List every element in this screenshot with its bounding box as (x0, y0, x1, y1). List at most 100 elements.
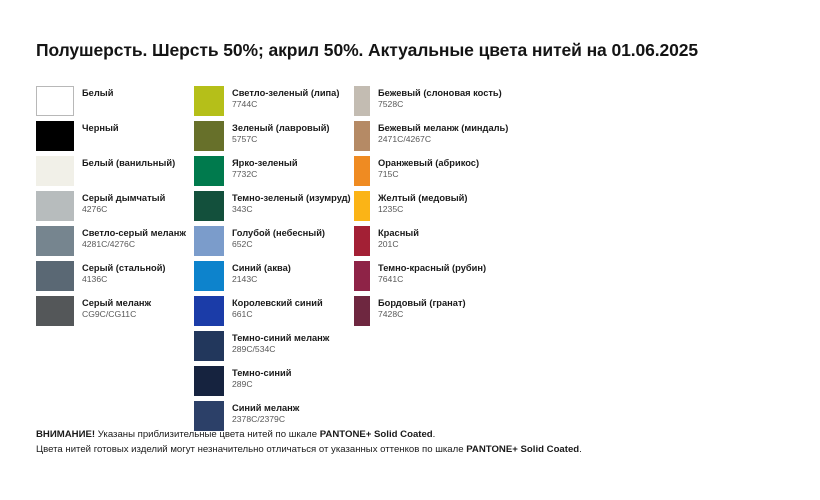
color-swatch (354, 261, 370, 291)
swatch-row: Белый (36, 86, 196, 121)
swatch-pantone-code: 201C (378, 238, 399, 249)
footer-line-1-text: Указаны приблизительные цвета нитей по ш… (95, 429, 320, 440)
swatch-labels: Бежевый (слоновая кость) 7528C (370, 86, 502, 110)
footer-line-2-end: . (579, 443, 582, 455)
swatch-labels: Серый (стальной) 4136C (74, 261, 166, 285)
swatch-labels: Королевский синий 661C (224, 296, 323, 320)
color-swatch (354, 121, 370, 151)
swatch-name: Белый (82, 88, 114, 98)
swatch-pantone-code: 5757C (232, 133, 258, 144)
swatch-labels: Ярко-зеленый 7732C (224, 156, 298, 180)
swatch-name: Бежевый меланж (миндаль) (378, 123, 509, 133)
swatch-labels: Серый дымчатый 4276C (74, 191, 165, 215)
swatch-name: Ярко-зеленый (232, 158, 298, 168)
swatch-name: Серый меланж (82, 298, 152, 308)
swatch-pantone-code: 7528C (378, 98, 404, 109)
swatch-name: Бежевый (слоновая кость) (378, 88, 502, 98)
footer-line-1-end: . (432, 429, 436, 440)
swatch-name: Синий (аква) (232, 263, 291, 273)
swatch-name: Светло-серый меланж (82, 228, 186, 238)
color-swatch (354, 86, 370, 116)
swatch-labels: Темно-синий меланж 289C/534C (224, 331, 329, 355)
swatch-labels: Оранжевый (абрикос) 715C (370, 156, 479, 180)
swatch-labels: Бордовый (гранат) 7428C (370, 296, 466, 320)
swatch-row: Белый (ванильный) (36, 156, 196, 191)
swatch-pantone-code: 2378C/2379C (232, 413, 286, 424)
swatch-name: Оранжевый (абрикос) (378, 158, 480, 168)
swatch-row: Черный (36, 121, 196, 156)
color-swatch (194, 86, 224, 116)
swatch-pantone-code: 4276C (82, 203, 108, 214)
swatch-pantone-code: 289C (232, 378, 253, 389)
swatch-name: Темно-зеленый (изумруд) (232, 193, 351, 203)
footer-brand-1: PANTONE+ Solid Coated (319, 429, 433, 440)
swatch-labels: Белый (ванильный) (74, 156, 175, 169)
footer-line-1: ВНИМАНИЕ! Указаны приблизительные цвета … (36, 428, 796, 443)
swatch-row: Светло-зеленый (липа) 7744C (194, 86, 354, 121)
swatch-name: Бордовый (гранат) (378, 298, 466, 308)
color-swatch (194, 366, 224, 396)
swatch-pantone-code: 4136C (82, 273, 108, 284)
color-swatch (194, 121, 224, 151)
color-swatch (354, 296, 370, 326)
swatch-name: Зеленый (лавровый) (232, 123, 330, 133)
swatch-labels: Синий (аква) 2143C (224, 261, 291, 285)
swatch-name: Черный (82, 123, 119, 133)
swatch-labels: Красный 201C (370, 226, 419, 250)
swatch-name: Красный (378, 228, 419, 238)
swatch-pantone-code: 7744C (232, 98, 258, 109)
swatch-pantone-code: 2143C (232, 273, 258, 284)
swatch-row: Ярко-зеленый 7732C (194, 156, 354, 191)
color-swatch (354, 226, 370, 256)
swatch-row: Серый (стальной) 4136C (36, 261, 196, 296)
swatch-row: Голубой (небесный) 652C (194, 226, 354, 261)
swatch-name: Королевский синий (232, 298, 323, 308)
swatch-labels: Темно-зеленый (изумруд) 343C (224, 191, 351, 215)
swatch-pantone-code: 652C (232, 238, 253, 249)
swatch-name: Серый дымчатый (82, 193, 166, 203)
swatch-row: Красный 201C (354, 226, 534, 261)
swatch-name: Серый (стальной) (82, 263, 166, 273)
swatch-row: Бежевый (слоновая кость) 7528C (354, 86, 534, 121)
swatch-pantone-code: 7428C (378, 308, 404, 319)
swatch-row: Темно-красный (рубин) 7641C (354, 261, 534, 296)
swatch-name: Светло-зеленый (липа) (232, 88, 340, 98)
swatch-row: Желтый (медовый) 1235C (354, 191, 534, 226)
swatch-labels: Светло-серый меланж 4281C/4276C (74, 226, 186, 250)
swatch-pantone-code: 2471C/4267C (378, 133, 432, 144)
swatch-labels: Синий меланж 2378C/2379C (224, 401, 299, 425)
swatch-row: Бежевый меланж (миндаль) 2471C/4267C (354, 121, 534, 156)
swatch-pantone-code: 1235C (378, 203, 404, 214)
swatch-row: Бордовый (гранат) 7428C (354, 296, 534, 331)
color-swatch (36, 121, 74, 151)
swatch-row: Оранжевый (абрикос) 715C (354, 156, 534, 191)
color-swatch (354, 191, 370, 221)
swatch-labels: Зеленый (лавровый) 5757C (224, 121, 330, 145)
swatch-name: Белый (ванильный) (82, 158, 176, 168)
footer-line-2-text: Цвета нитей готовых изделий могут незнач… (36, 443, 467, 455)
swatch-labels: Белый (74, 86, 113, 99)
footer-note: ВНИМАНИЕ! Указаны приблизительные цвета … (36, 428, 796, 458)
color-swatch (36, 156, 74, 186)
swatch-pantone-code: 7641C (378, 273, 404, 284)
swatch-name: Темно-красный (рубин) (378, 263, 487, 273)
color-swatch (36, 296, 74, 326)
swatch-row: Королевский синий 661C (194, 296, 354, 331)
swatch-labels: Бежевый меланж (миндаль) 2471C/4267C (370, 121, 508, 145)
swatch-labels: Темно-синий 289C (224, 366, 291, 390)
swatch-labels: Серый меланж CG9C/CG11C (74, 296, 151, 320)
swatch-row: Темно-зеленый (изумруд) 343C (194, 191, 354, 226)
swatch-labels: Черный (74, 121, 119, 134)
color-swatch (194, 191, 224, 221)
swatch-row: Светло-серый меланж 4281C/4276C (36, 226, 196, 261)
swatch-pantone-code: 7732C (232, 168, 258, 179)
color-swatch (194, 296, 224, 326)
color-swatch (194, 226, 224, 256)
swatch-labels: Голубой (небесный) 652C (224, 226, 325, 250)
swatch-row: Серый меланж CG9C/CG11C (36, 296, 196, 331)
swatch-name: Синий меланж (232, 403, 300, 413)
swatch-labels: Светло-зеленый (липа) 7744C (224, 86, 339, 110)
footer-warning-label: ВНИМАНИЕ! (36, 429, 96, 440)
swatch-column-2: Светло-зеленый (липа) 7744C Зеленый (лавро… (194, 86, 354, 436)
swatch-name: Темно-синий меланж (232, 333, 330, 343)
